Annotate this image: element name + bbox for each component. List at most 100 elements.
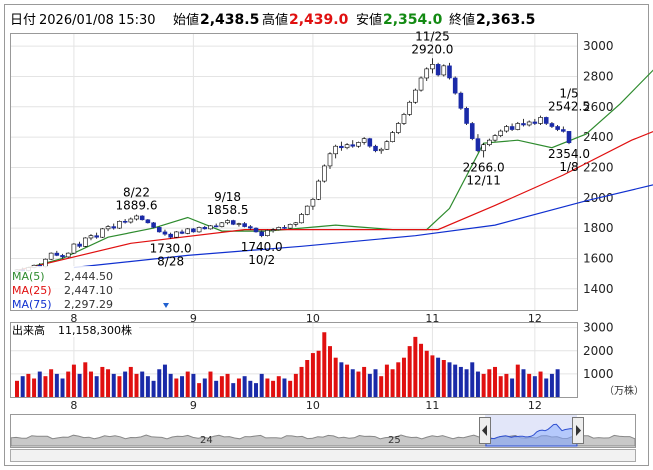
candle <box>202 225 208 230</box>
candle-body-down <box>162 231 168 235</box>
volume-bar <box>162 364 167 397</box>
price-y-tick-label: 1800 <box>583 221 614 235</box>
candle-body-up <box>134 215 139 220</box>
navigator-right-handle[interactable] <box>572 417 584 444</box>
range-navigator[interactable]: 24 25 <box>10 414 636 462</box>
candle <box>492 134 498 142</box>
volume-bar <box>549 373 554 397</box>
candle-body-down <box>549 123 555 127</box>
candle-body-down <box>458 92 464 109</box>
volume-bar <box>401 357 406 397</box>
candle-body-down <box>509 126 515 130</box>
candle-body-up <box>538 117 543 124</box>
candle <box>100 228 105 238</box>
candle <box>350 140 356 148</box>
candle <box>475 134 481 153</box>
price-x-axis: 8910111226/1 <box>70 312 541 325</box>
volume-x-tick-label: 11 <box>425 399 439 412</box>
candle-body-up <box>293 222 299 225</box>
candle-body-up <box>100 228 105 238</box>
candle-body-down <box>230 220 236 225</box>
open-value: 2,438.5 <box>200 12 259 28</box>
volume-bar <box>83 362 88 397</box>
candle-body-up <box>441 65 447 76</box>
volume-bar <box>521 369 526 397</box>
volume-bar <box>447 362 452 397</box>
candle-body-up <box>430 64 435 70</box>
volume-bar <box>32 378 37 397</box>
candle <box>276 226 282 231</box>
volume-bar <box>436 357 441 397</box>
volume-bar <box>117 376 122 397</box>
volume-bar <box>527 373 532 397</box>
volume-bar <box>316 350 321 397</box>
volume-label: 出来高 <box>12 323 45 337</box>
candle <box>515 121 521 131</box>
candle-body-up <box>82 237 88 247</box>
candle <box>139 215 145 221</box>
chevron-left-icon <box>482 425 487 436</box>
candle <box>236 222 242 227</box>
candle <box>65 252 71 258</box>
candle-body-up <box>413 89 418 103</box>
candle-body-up <box>333 145 338 155</box>
candle <box>407 100 412 116</box>
volume-value: 11,158,300株 <box>58 323 132 337</box>
candle <box>498 129 504 138</box>
candle <box>441 64 447 77</box>
volume-bar <box>333 357 338 397</box>
candle <box>413 88 418 104</box>
candle <box>356 141 361 148</box>
volume-bar <box>106 369 111 397</box>
ma25-value: 2,447.10 <box>64 284 113 297</box>
candle-body-down <box>151 222 156 228</box>
navigator-year-25: 25 <box>388 435 401 446</box>
candle-body-down <box>139 215 145 221</box>
volume-bar <box>191 373 196 397</box>
candle <box>77 241 82 248</box>
candle <box>213 223 219 228</box>
volume-bar <box>128 366 133 397</box>
annotation-value: 1/8 <box>559 160 578 174</box>
price-y-tick-label: 1600 <box>583 251 614 265</box>
candle <box>543 116 549 125</box>
candle-body-down <box>168 233 173 238</box>
volume-bar <box>487 369 492 397</box>
candle-body-down <box>94 235 99 238</box>
volume-bar <box>424 350 429 397</box>
volume-bar <box>134 373 139 397</box>
volume-bar <box>288 380 293 397</box>
volume-bar <box>60 378 65 397</box>
chevron-right-icon <box>576 425 581 436</box>
volume-bar <box>208 371 213 397</box>
candle <box>122 219 128 224</box>
volume-bar <box>111 373 116 397</box>
candle-body-down <box>339 145 344 149</box>
candle <box>395 121 401 135</box>
candle <box>327 152 333 169</box>
candle-body-up <box>88 235 94 239</box>
candle-body-up <box>498 130 504 136</box>
volume-bar <box>54 373 59 397</box>
volume-bar <box>151 380 156 397</box>
candle <box>367 137 373 148</box>
candle <box>185 228 191 235</box>
volume-bar <box>26 373 31 397</box>
navigator-left-handle[interactable] <box>479 417 491 444</box>
candle-body-up <box>117 220 122 229</box>
candle-body-down <box>242 223 247 227</box>
volume-bar <box>464 369 469 397</box>
candle <box>287 223 293 229</box>
navigator-scrollbar[interactable] <box>10 449 636 462</box>
volume-bar <box>504 373 509 397</box>
ma-legend: MA(5) 2,444.50 MA(25) 2,447.10 MA(75) 2,… <box>11 266 119 311</box>
candle-body-down <box>532 121 538 124</box>
candle-body-down <box>373 145 378 152</box>
candle-body-up <box>407 101 412 115</box>
candle <box>424 67 430 82</box>
candle-body-up <box>395 123 401 133</box>
candle-body-down <box>122 220 128 223</box>
candle-body-down <box>282 227 287 229</box>
candle-body-up <box>487 139 492 146</box>
